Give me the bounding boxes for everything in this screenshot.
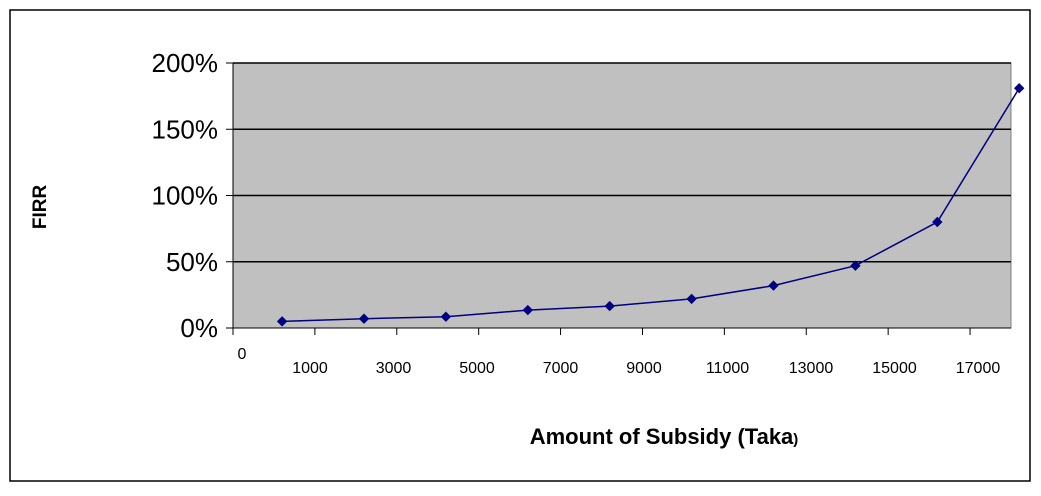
x-tick-label: 1000 [292,360,328,377]
data-point-marker [932,216,943,228]
x-tick-label: 5000 [459,360,495,377]
x-tick-label: 3000 [376,360,412,377]
x-tick-label: 13000 [789,360,834,377]
x-axis-label-paren: ) [793,431,798,448]
y-tick-labels: 0% 50% 100% 150% 200% [152,48,219,343]
x-axis-label: Amount of Subsidy (Taka) [530,424,799,449]
y-tick-label: 0% [180,313,218,343]
y-axis-label: FIRR [30,185,51,230]
series-line [282,87,1020,323]
y-tick-label: 150% [152,114,219,144]
data-point-marker [604,300,615,312]
data-point-marker [686,293,697,305]
series [276,82,1025,327]
y-tick-label: 50% [166,247,218,277]
x-tick-label: 0 [238,346,247,363]
x-tick-label: 7000 [543,360,579,377]
data-point-marker [522,304,534,316]
x-tick-label: 9000 [626,360,662,377]
gridlines [233,62,1011,263]
x-tick-label: 11000 [706,360,749,377]
data-point-marker [358,313,370,324]
x-axis-label-main: Amount of Subsidy (Taka [530,424,794,449]
data-point-marker [276,316,288,327]
axes [226,62,1011,335]
data-point-marker [1013,82,1025,94]
data-point-marker [440,311,452,322]
x-tick-label: 15000 [872,360,917,377]
y-tick-label: 200% [152,48,219,78]
y-tick-label: 100% [152,181,219,211]
x-tick-labels: 0 1000 3000 5000 7000 9000 11000 13000 15000 1700… [238,346,1001,377]
data-point-marker [850,260,861,271]
data-point-marker [768,280,779,291]
x-tick-label: 17000 [956,360,1001,377]
